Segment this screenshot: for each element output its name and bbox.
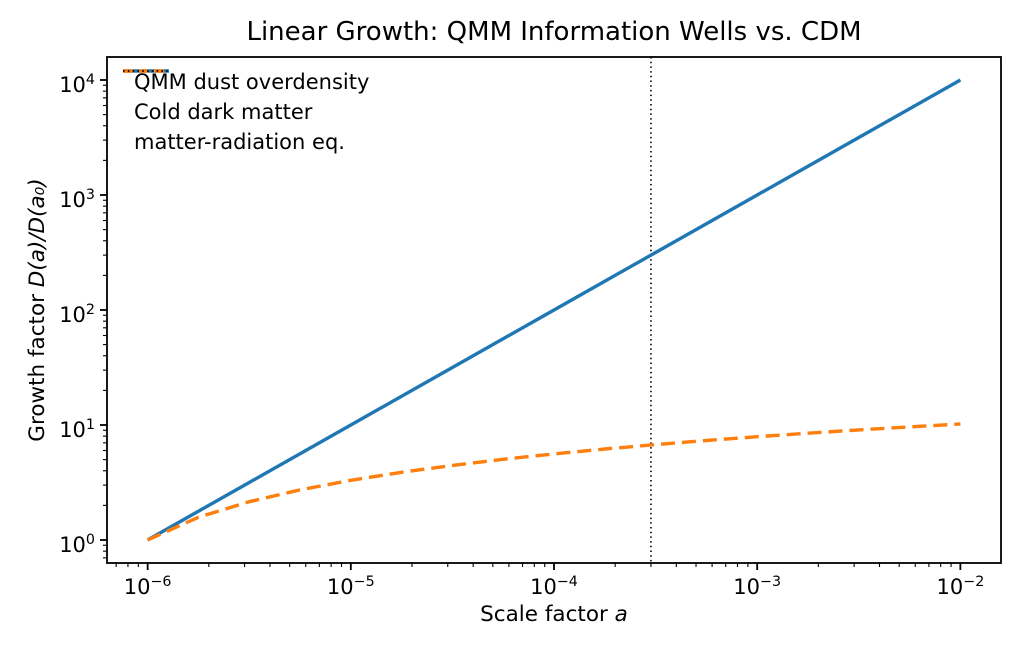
series-line-0 xyxy=(146,78,962,542)
legend-sample-dotted-line xyxy=(123,70,169,72)
y-axis-label-text: Growth factor xyxy=(25,287,50,442)
legend-label: matter-radiation eq. xyxy=(134,130,345,154)
legend-label: QMM dust overdensity xyxy=(134,70,370,94)
legend: QMM dust overdensity Cold dark matter matt… xyxy=(120,67,369,157)
x-axis-label-text: Scale factor xyxy=(480,602,615,627)
legend-label: Cold dark matter xyxy=(134,100,313,124)
legend-sample-dashed-line xyxy=(123,69,169,73)
y-axis-label-math: D(a)/D(a₀) xyxy=(25,178,50,288)
y-axis-label: Growth factor D(a)/D(a₀) xyxy=(25,178,51,441)
x-axis-label-math: a xyxy=(614,602,628,627)
legend-row: Cold dark matter xyxy=(120,69,369,127)
x-axis-label: Scale factor a xyxy=(480,602,628,628)
chart-title: Linear Growth: QMM Information Wells vs.… xyxy=(246,17,862,47)
series-line-1 xyxy=(146,422,961,542)
legend-row: matter-radiation eq. xyxy=(120,70,369,157)
